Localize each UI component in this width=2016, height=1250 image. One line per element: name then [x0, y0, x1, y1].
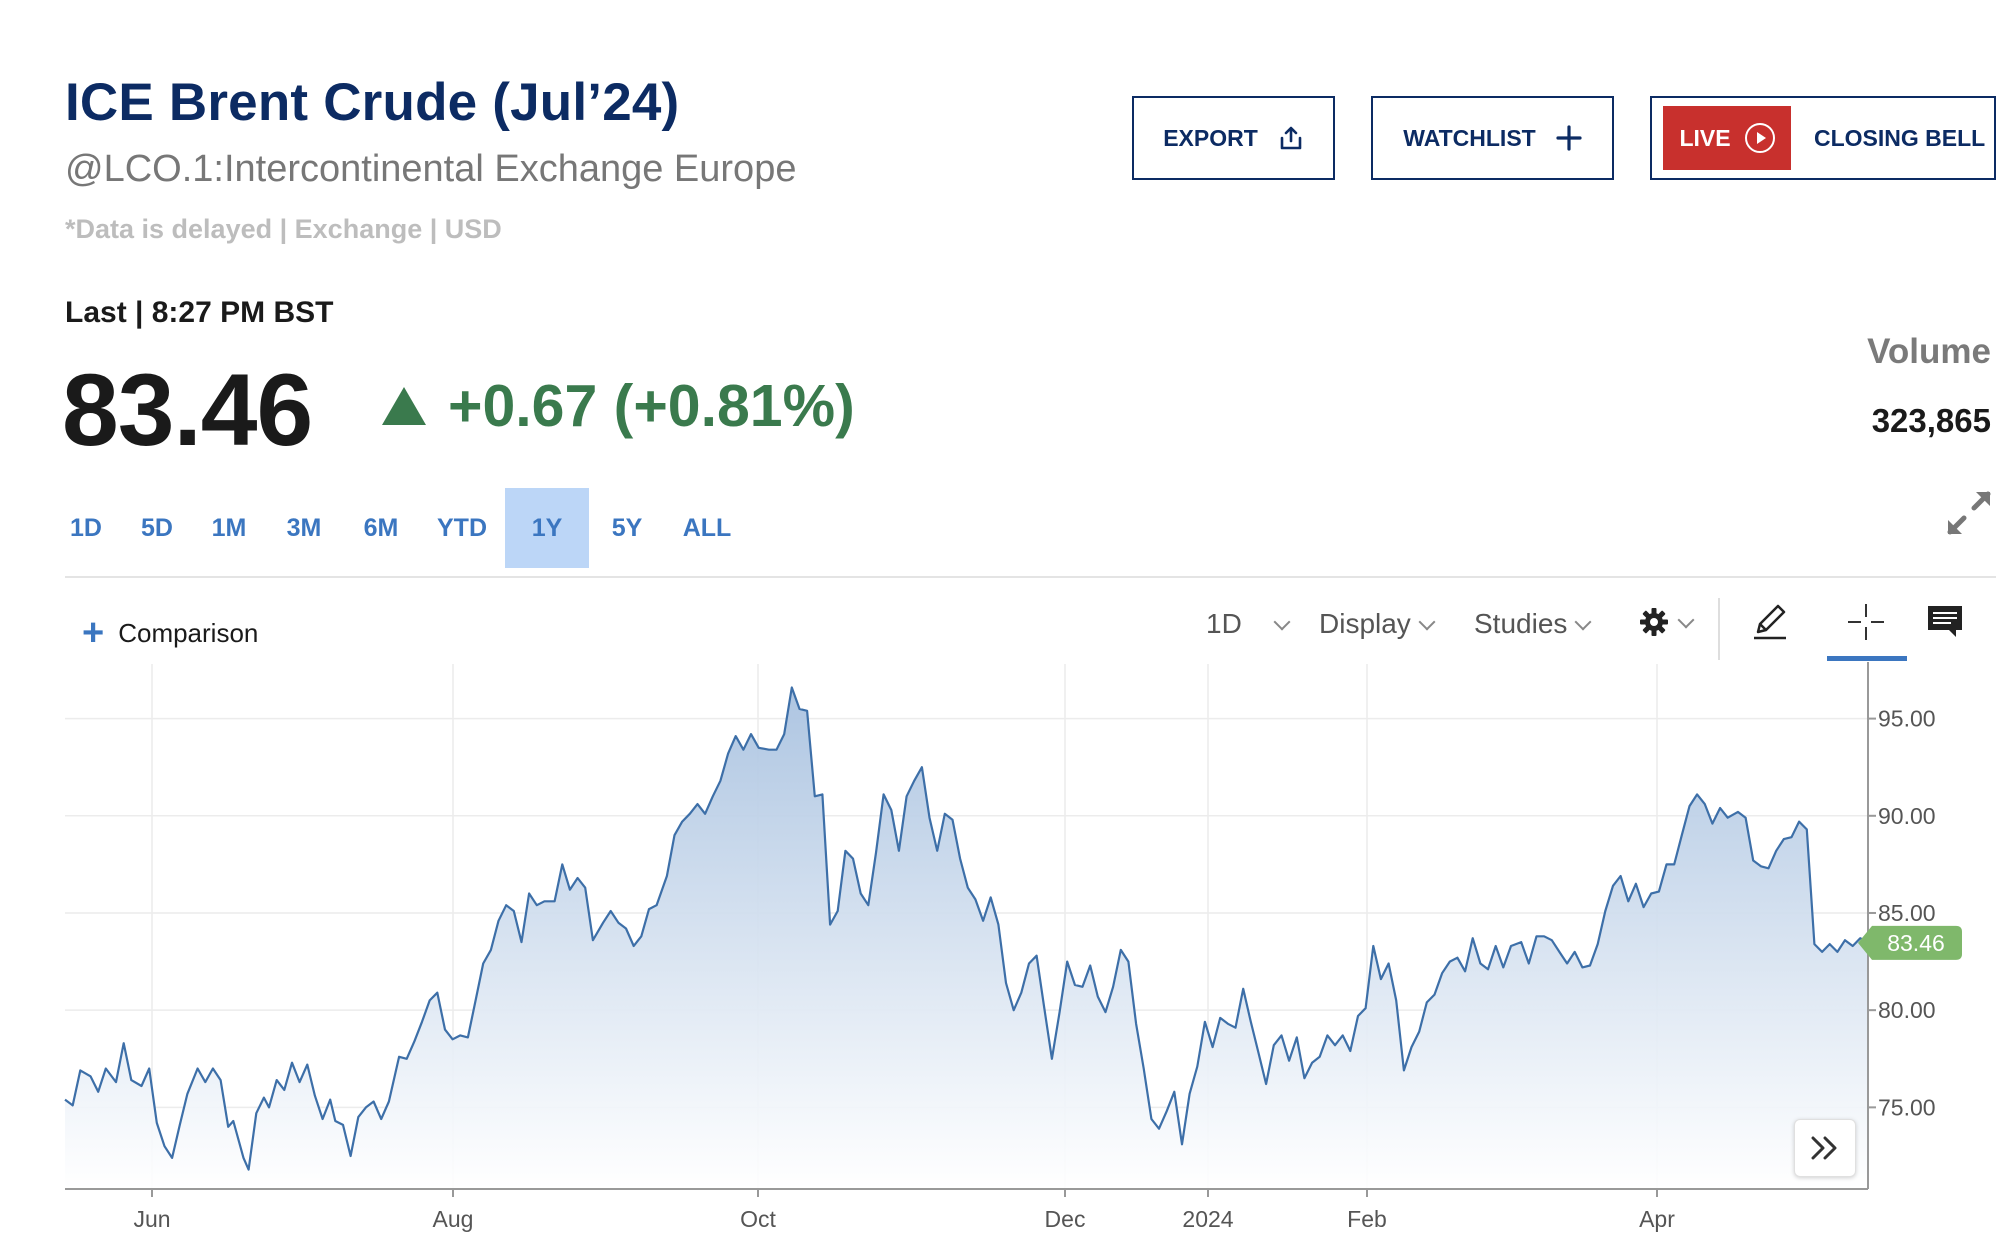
live-badge[interactable]: LIVE — [1663, 106, 1791, 170]
last-trade-time: Last | 8:27 PM BST — [65, 296, 334, 329]
export-button[interactable]: EXPORT — [1132, 96, 1335, 180]
last-price-tag-label: 83.46 — [1887, 930, 1945, 956]
x-tick-label: Dec — [1045, 1206, 1086, 1232]
plus-icon — [1556, 125, 1582, 151]
x-tick-label: Oct — [740, 1206, 776, 1232]
double-chevron-right-icon — [1811, 1136, 1837, 1160]
closing-bell-label: CLOSING BELL — [1814, 124, 1986, 151]
display-dropdown[interactable]: Display — [1319, 608, 1436, 640]
x-tick-label: Feb — [1347, 1206, 1387, 1232]
y-tick-label: 85.00 — [1878, 900, 1936, 926]
range-tab-5d[interactable]: 5D — [141, 513, 173, 542]
studies-label: Studies — [1474, 608, 1568, 639]
price-change: +0.67 (+0.81%) — [382, 372, 855, 440]
live-label: LIVE — [1679, 124, 1731, 151]
comparison-button[interactable]: + Comparison — [82, 614, 258, 652]
x-axis-labels: Jun Aug Oct Dec 2024 Feb Apr — [133, 1189, 1675, 1232]
range-tab-ytd[interactable]: YTD — [437, 513, 487, 542]
studies-dropdown[interactable]: Studies — [1474, 608, 1592, 640]
x-tick-label: Jun — [133, 1206, 170, 1232]
page-title: ICE Brent Crude (Jul’24) — [65, 73, 680, 132]
price-area-fill — [65, 687, 1868, 1189]
volume-value: 323,865 — [1871, 402, 1991, 439]
share-icon — [1280, 126, 1302, 150]
y-axis-labels: 95.00 90.00 85.00 80.00 75.00 — [1868, 706, 1936, 1120]
crosshair-active-indicator — [1827, 656, 1907, 661]
crosshair-icon[interactable] — [1846, 602, 1886, 642]
comparison-label: Comparison — [118, 617, 259, 648]
chevron-down-icon — [1418, 613, 1436, 631]
volume-label: Volume — [1867, 332, 1991, 371]
chevron-down-icon — [1677, 611, 1695, 629]
last-price-tag-bg — [1858, 925, 1962, 960]
y-tick-label: 80.00 — [1878, 997, 1936, 1023]
scroll-to-latest-button[interactable] — [1794, 1119, 1856, 1177]
up-arrow-icon — [382, 387, 426, 425]
range-tab-3m[interactable]: 3M — [286, 513, 322, 542]
toolbar-divider — [1718, 598, 1720, 660]
expand-icon[interactable] — [1944, 488, 1994, 538]
export-button-label: EXPORT — [1163, 124, 1258, 151]
watchlist-button-label: WATCHLIST — [1403, 124, 1536, 151]
y-tick-label: 95.00 — [1878, 706, 1936, 732]
range-tab-all[interactable]: ALL — [682, 513, 732, 542]
live-closing-bell-button[interactable]: LIVE CLOSING BELL — [1650, 96, 1996, 180]
data-disclaimer: *Data is delayed | Exchange | USD — [65, 214, 502, 244]
comment-icon[interactable] — [1926, 604, 1964, 640]
x-tick-label: Apr — [1639, 1206, 1675, 1232]
draw-pencil-icon[interactable] — [1750, 602, 1790, 642]
gear-icon — [1640, 608, 1668, 636]
interval-value: 1D — [1206, 608, 1242, 639]
display-label: Display — [1319, 608, 1411, 639]
watchlist-button[interactable]: WATCHLIST — [1371, 96, 1614, 180]
plus-icon: + — [82, 612, 105, 654]
divider — [65, 576, 1996, 578]
last-price-tag: 83.46 — [1858, 925, 1962, 960]
symbol-exchange: @LCO.1:Intercontinental Exchange Europe — [65, 148, 797, 190]
price-chart[interactable]: 95.00 90.00 85.00 80.00 75.00 Jun Aug Oct Dec 20… — [0, 660, 2016, 1250]
settings-dropdown[interactable] — [1638, 606, 1695, 638]
chevron-down-icon — [1273, 613, 1291, 631]
range-tab-1y[interactable]: 1Y — [505, 488, 589, 568]
y-tick-label: 75.00 — [1878, 1094, 1936, 1120]
last-price: 83.46 — [62, 353, 313, 467]
range-tab-1m[interactable]: 1M — [211, 513, 247, 542]
x-tick-label: Aug — [433, 1206, 474, 1232]
interval-dropdown[interactable]: 1D — [1206, 608, 1291, 640]
x-tick-label: 2024 — [1182, 1206, 1233, 1232]
price-line — [64, 686, 1869, 1171]
range-tab-5y[interactable]: 5Y — [611, 513, 643, 542]
play-icon — [1744, 123, 1775, 153]
range-tabs: 1D 5D 1M 3M 6M YTD 1Y 5Y ALL — [65, 488, 749, 568]
range-tab-6m[interactable]: 6M — [363, 513, 399, 542]
y-tick-label: 90.00 — [1878, 803, 1936, 829]
chart-axes — [65, 662, 1869, 1190]
price-change-value: +0.67 (+0.81%) — [448, 373, 855, 439]
chevron-down-icon — [1574, 613, 1592, 631]
range-tab-1d[interactable]: 1D — [70, 513, 102, 542]
